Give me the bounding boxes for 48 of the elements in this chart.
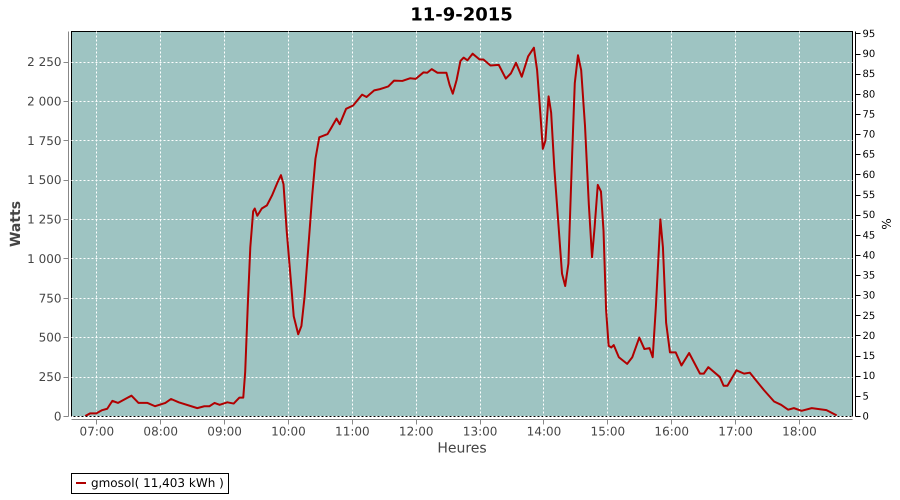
y2-tick-label: 0 — [862, 412, 869, 422]
y2-axis-title: % — [879, 218, 894, 230]
y2-tick-label: 35 — [862, 270, 876, 282]
y2-tick-label: 45 — [862, 230, 876, 242]
y2-tick-label: 20 — [862, 330, 876, 342]
x-axis-title: Heures — [437, 440, 487, 456]
y2-tick-label: 75 — [862, 109, 876, 120]
y2-tick-label: 90 — [862, 49, 876, 60]
y-tick-label: 750 — [38, 291, 62, 306]
y2-tick-label: 40 — [862, 250, 876, 262]
y2-tick-label: 10 — [862, 371, 876, 382]
x-tick-label: 11:00 — [335, 424, 370, 438]
y2-tick-label: 95 — [862, 28, 876, 40]
y2-tick-label: 65 — [862, 150, 876, 161]
x-tick-label: 14:00 — [526, 424, 562, 438]
y-tick-label: 500 — [38, 330, 62, 345]
y-tick-label: 250 — [38, 370, 62, 384]
legend-label: gmosol( 11,403 kWh ) — [91, 476, 224, 490]
x-tick-label: 18:00 — [782, 424, 817, 438]
y-tick-label: 2 250 — [27, 55, 62, 70]
y-tick-label: 0 — [54, 410, 62, 424]
y-axis-title: Watts — [8, 200, 24, 248]
y2-tick-label: 70 — [862, 130, 876, 141]
y2-tick-label: 55 — [862, 190, 876, 202]
line-series — [84, 46, 838, 416]
y2-tick-label: 25 — [862, 310, 876, 322]
x-tick-label: 09:00 — [207, 424, 242, 438]
y2-tick-label: 5 — [862, 391, 869, 402]
chart-title: 11-9-2015 — [410, 4, 513, 26]
x-tick-label: 17:00 — [718, 424, 753, 438]
y2-tick-label: 60 — [862, 170, 876, 181]
x-tick-label: 08:00 — [143, 424, 178, 438]
y2-tick-label: 85 — [862, 69, 876, 80]
y2-tick-label: 80 — [862, 89, 876, 100]
y-tick-label: 1 500 — [27, 173, 62, 188]
y-tick-label: 1 000 — [27, 252, 62, 266]
x-tick-label: 13:00 — [462, 424, 498, 438]
x-tick-label: 07:00 — [80, 424, 114, 438]
x-tick-label: 16:00 — [654, 424, 690, 438]
y2-tick-label: 50 — [862, 210, 876, 222]
y-tick-label: 1 250 — [27, 212, 62, 227]
y2-tick-label: 30 — [862, 290, 876, 302]
x-tick-label: 12:00 — [398, 424, 434, 438]
x-tick-label: 10:00 — [271, 424, 306, 438]
y-tick-label: 2 000 — [27, 94, 62, 108]
y2-tick-label: 15 — [862, 351, 876, 362]
x-tick-label: 15:00 — [590, 424, 626, 438]
y-tick-label: 1 750 — [27, 134, 62, 148]
